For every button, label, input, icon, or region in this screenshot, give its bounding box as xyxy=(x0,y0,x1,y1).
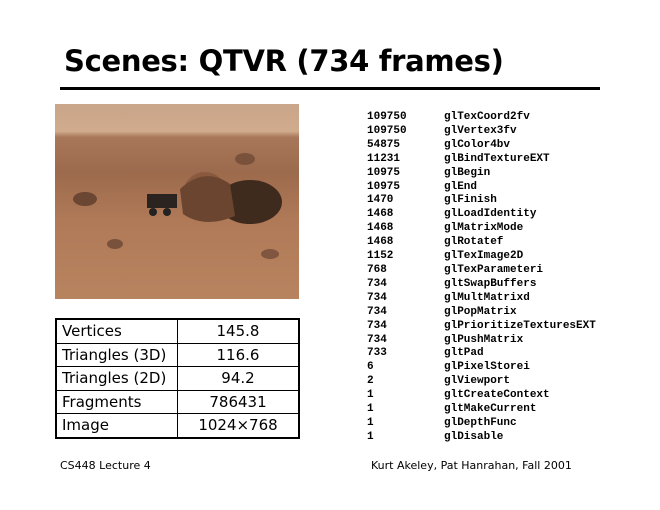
call-name: glPrioritizeTexturesEXT xyxy=(444,319,596,332)
call-count: 733 xyxy=(367,347,387,360)
call-name: glMatrixMode xyxy=(444,222,524,235)
call-name: glBegin xyxy=(444,166,491,179)
call-count: 1152 xyxy=(367,250,394,263)
call-name: gltSwapBuffers xyxy=(444,277,537,290)
list-item: 1 glDepthFunc xyxy=(367,417,596,431)
list-item: 768 glTexParameteri xyxy=(367,264,596,278)
call-count: 1 xyxy=(367,416,374,429)
call-count: 6 xyxy=(367,361,374,374)
call-count: 54875 xyxy=(367,138,401,151)
list-item: 54875 glColor4bv xyxy=(367,139,596,153)
list-item: 10975 glBegin xyxy=(367,167,596,181)
call-count: 1 xyxy=(367,389,374,402)
call-name: glFinish xyxy=(444,194,497,207)
call-count: 734 xyxy=(367,291,387,304)
list-item: 734 glPrioritizeTexturesEXT xyxy=(367,320,596,334)
footer-authors: Kurt Akeley, Pat Hanrahan, Fall 2001 xyxy=(371,459,572,472)
list-item: 734 glMultMatrixd xyxy=(367,292,596,306)
call-name: glPushMatrix xyxy=(444,333,524,346)
call-name: glTexImage2D xyxy=(444,250,524,263)
list-item: 6 glPixelStorei xyxy=(367,361,596,375)
call-name: glDisable xyxy=(444,430,504,443)
call-name: glEnd xyxy=(444,180,478,193)
call-name: glPixelStorei xyxy=(444,361,530,374)
call-count: 10975 xyxy=(367,180,401,193)
list-item: 109750 glTexCoord2fv xyxy=(367,111,596,125)
list-item: 1470 glFinish xyxy=(367,194,596,208)
call-count: 734 xyxy=(367,305,387,318)
stat-value: 94.2 xyxy=(177,366,300,391)
call-count: 2 xyxy=(367,375,374,388)
call-count: 1 xyxy=(367,403,374,416)
call-name: glViewport xyxy=(444,375,511,388)
table-row: Triangles (3D) 116.6 xyxy=(55,342,300,367)
call-name: glTexCoord2fv xyxy=(444,111,530,123)
call-name: glBindTextureEXT xyxy=(444,152,550,165)
call-count: 734 xyxy=(367,333,387,346)
list-item: 11231 glBindTextureEXT xyxy=(367,153,596,167)
stat-label: Image xyxy=(55,413,178,438)
call-count: 109750 xyxy=(367,124,407,137)
list-item: 734 glPushMatrix xyxy=(367,334,596,348)
table-row: Triangles (2D) 94.2 xyxy=(55,366,300,391)
stat-value: 786431 xyxy=(177,389,300,414)
list-item: 1 gltMakeCurrent xyxy=(367,403,596,417)
table-row: Fragments 786431 xyxy=(55,389,300,414)
table-row: Vertices 145.8 xyxy=(55,318,300,344)
list-item: 109750 glVertex3fv xyxy=(367,125,596,139)
call-name: glLoadIdentity xyxy=(444,208,537,221)
call-count: 109750 xyxy=(367,111,407,123)
gl-call-list: 109750 glTexCoord2fv 109750 glVertex3fv 5487… xyxy=(367,111,596,445)
list-item: 1 gltCreateContext xyxy=(367,389,596,403)
title-divider xyxy=(60,87,600,90)
stat-value: 116.6 xyxy=(177,342,300,367)
call-name: glRotatef xyxy=(444,236,504,249)
mars-scene-image xyxy=(55,104,299,299)
call-name: glMultMatrixd xyxy=(444,291,530,304)
call-count: 1468 xyxy=(367,236,394,249)
footer-course: CS448 Lecture 4 xyxy=(60,459,151,472)
list-item: 734 gltSwapBuffers xyxy=(367,278,596,292)
table-row: Image 1024×768 xyxy=(55,413,300,438)
stat-label: Triangles (3D) xyxy=(55,342,178,367)
list-item: 734 glPopMatrix xyxy=(367,306,596,320)
call-count: 768 xyxy=(367,263,387,276)
list-item: 2 glViewport xyxy=(367,375,596,389)
list-item: 1468 glRotatef xyxy=(367,236,596,250)
stat-label: Fragments xyxy=(55,389,178,414)
list-item: 1152 glTexImage2D xyxy=(367,250,596,264)
call-name: gltPad xyxy=(444,347,484,360)
slide-title: Scenes: QTVR (734 frames) xyxy=(64,44,504,78)
stat-value: 1024×768 xyxy=(177,413,300,438)
call-count: 1 xyxy=(367,430,374,443)
list-item: 1468 glLoadIdentity xyxy=(367,208,596,222)
call-count: 11231 xyxy=(367,152,401,165)
call-count: 1470 xyxy=(367,194,394,207)
call-name: glVertex3fv xyxy=(444,124,517,137)
list-item: 1 glDisable xyxy=(367,431,596,445)
call-name: glDepthFunc xyxy=(444,416,517,429)
list-item: 733 gltPad xyxy=(367,347,596,361)
call-count: 1468 xyxy=(367,222,394,235)
list-item: 1468 glMatrixMode xyxy=(367,222,596,236)
stat-label: Vertices xyxy=(55,318,178,344)
call-name: glColor4bv xyxy=(444,138,511,151)
list-item: 10975 glEnd xyxy=(367,181,596,195)
mars-scene-graphic xyxy=(73,153,282,259)
call-name: gltMakeCurrent xyxy=(444,403,537,416)
call-name: glTexParameteri xyxy=(444,263,544,276)
stat-label: Triangles (2D) xyxy=(55,366,178,391)
call-name: gltCreateContext xyxy=(444,389,550,402)
call-name: glPopMatrix xyxy=(444,305,517,318)
call-count: 734 xyxy=(367,277,387,290)
call-count: 734 xyxy=(367,319,387,332)
call-count: 1468 xyxy=(367,208,394,221)
call-count: 10975 xyxy=(367,166,401,179)
scene-stats-table: Vertices 145.8 Triangles (3D) 116.6 Triang… xyxy=(55,318,300,439)
stat-value: 145.8 xyxy=(177,318,300,344)
